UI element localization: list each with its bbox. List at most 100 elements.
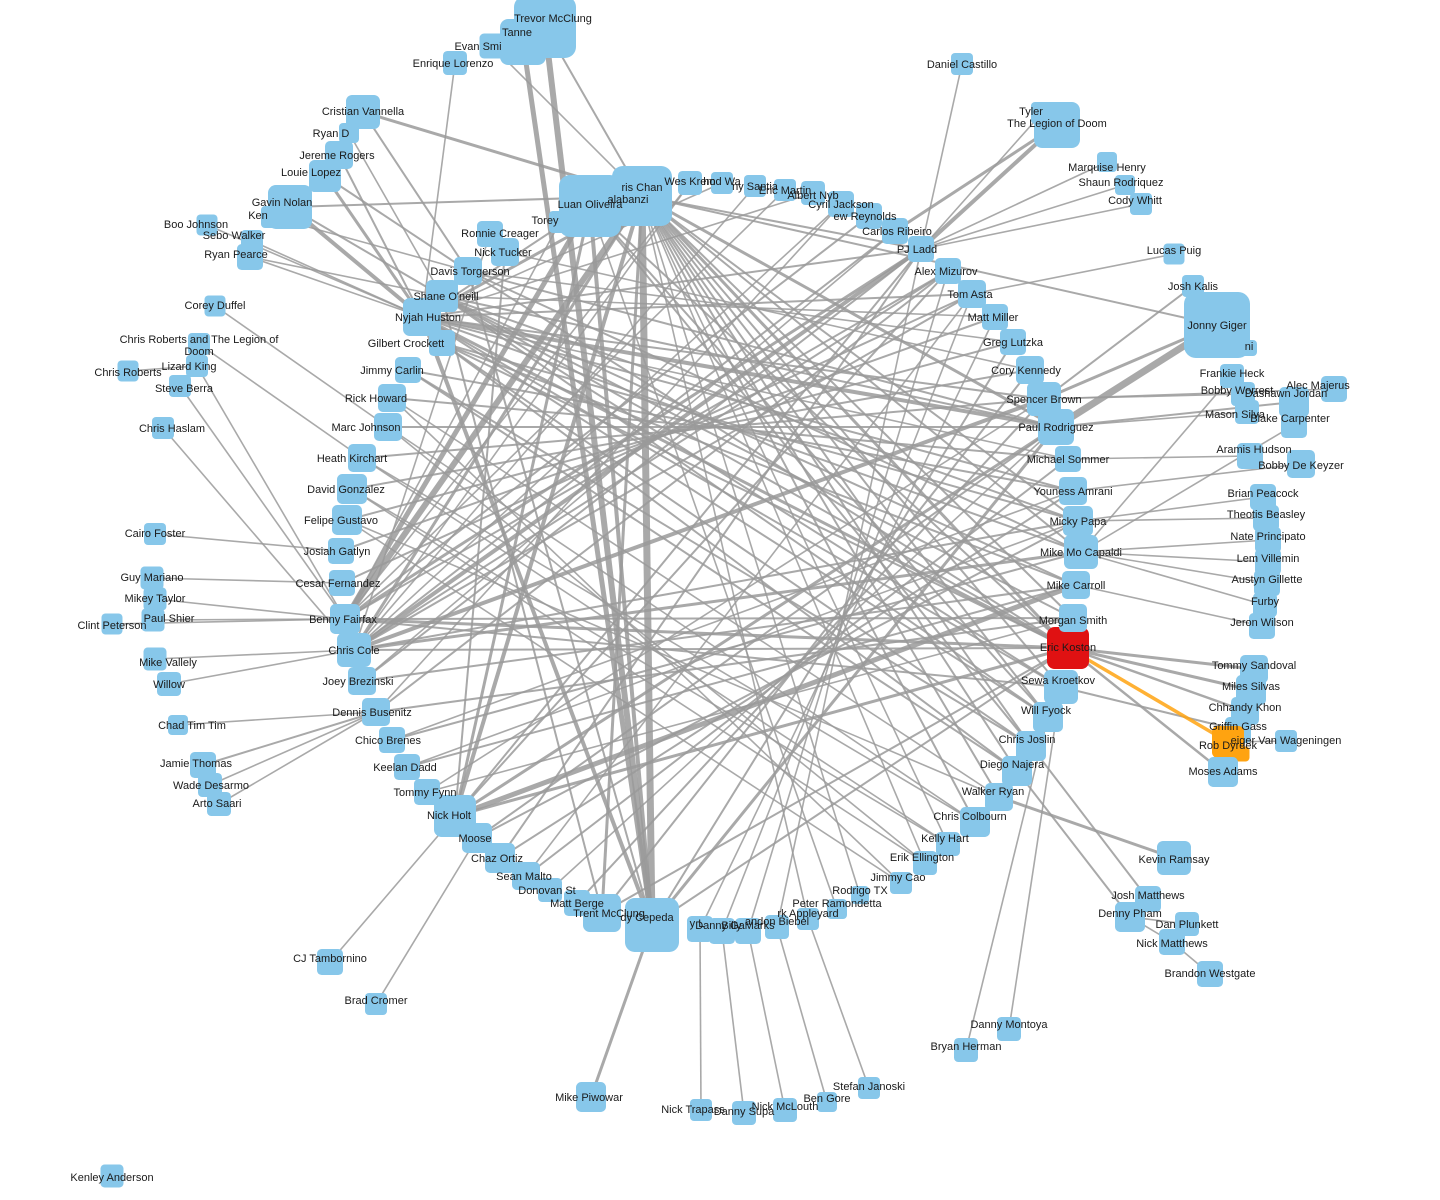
node-croberts[interactable] [117, 360, 139, 382]
node-spencer[interactable] [1027, 382, 1061, 416]
node-santia[interactable] [744, 175, 766, 197]
node-guym[interactable] [140, 566, 164, 590]
node-vallely[interactable] [143, 647, 167, 671]
node-aramis[interactable] [1237, 443, 1263, 469]
node-lucas[interactable] [1163, 243, 1185, 265]
node-dannyga[interactable] [709, 918, 735, 944]
node-colbourn[interactable] [960, 807, 990, 837]
node-pjladd[interactable] [908, 236, 934, 262]
node-ribeiro[interactable] [882, 218, 908, 244]
node-jamiet[interactable] [190, 752, 216, 778]
node-crlegion[interactable] [188, 333, 210, 355]
node-ostub[interactable] [1234, 746, 1250, 762]
node-chico[interactable] [379, 727, 405, 753]
node-keelan[interactable] [394, 754, 420, 780]
node-berra[interactable] [169, 375, 191, 397]
node-dashawn[interactable] [1279, 387, 1309, 417]
node-walker[interactable] [985, 783, 1013, 811]
node-billym[interactable] [735, 918, 761, 944]
node-shaunr[interactable] [1115, 175, 1135, 195]
node-wesk[interactable] [678, 171, 702, 195]
node-dmontoya[interactable] [997, 1017, 1021, 1041]
node-louie[interactable] [309, 160, 341, 192]
node-pearce[interactable] [237, 244, 263, 270]
node-kellyh[interactable] [936, 832, 960, 856]
node-willf[interactable] [1033, 702, 1063, 732]
node-nyjah[interactable] [403, 298, 441, 336]
node-erike[interactable] [913, 851, 937, 875]
node-dsupa[interactable] [732, 1101, 756, 1125]
node-marquise[interactable] [1097, 152, 1117, 172]
node-felipe[interactable] [332, 505, 362, 535]
node-legion[interactable] [1034, 102, 1080, 148]
node-gilbert[interactable] [429, 330, 455, 356]
node-greg[interactable] [1000, 329, 1026, 355]
node-giger[interactable] [1184, 292, 1250, 358]
node-kenley[interactable] [100, 1164, 124, 1188]
node-ni[interactable] [1241, 340, 1257, 356]
node-pshier[interactable] [141, 608, 165, 632]
node-chaz[interactable] [485, 843, 515, 873]
node-trapasso[interactable] [690, 1099, 712, 1121]
node-coryk[interactable] [1016, 356, 1044, 384]
node-diego[interactable] [1002, 756, 1032, 786]
node-bengore[interactable] [817, 1092, 837, 1112]
node-hub[interactable] [612, 166, 672, 226]
node-coreyd[interactable] [204, 295, 226, 317]
node-waded[interactable] [198, 773, 222, 797]
node-peterr[interactable] [827, 899, 847, 919]
node-natep[interactable] [1255, 527, 1281, 553]
node-seanm[interactable] [512, 862, 540, 890]
node-joeyb[interactable] [348, 667, 376, 695]
node-cairo[interactable] [144, 523, 166, 545]
node-lemv[interactable] [1255, 549, 1281, 575]
node-bwestgate[interactable] [1197, 961, 1223, 987]
node-blakec[interactable] [1281, 412, 1307, 438]
node-tfynn[interactable] [414, 779, 440, 805]
node-joshk[interactable] [1182, 275, 1204, 297]
node-furby[interactable] [1253, 593, 1277, 617]
node-benny[interactable] [330, 604, 360, 634]
node-ken[interactable] [261, 206, 283, 228]
node-mattm[interactable] [982, 304, 1008, 330]
node-yl[interactable] [687, 916, 713, 942]
node-alexm[interactable] [935, 258, 961, 284]
node-youness[interactable] [1059, 477, 1087, 505]
node-prod[interactable] [1038, 409, 1074, 445]
node-moose[interactable] [462, 823, 492, 853]
node-bdk[interactable] [1287, 450, 1315, 478]
node-masons[interactable] [1235, 400, 1259, 424]
node-bherman[interactable] [954, 1038, 978, 1062]
node-busenitz[interactable] [362, 698, 390, 726]
node-jimmycao[interactable] [890, 872, 912, 894]
node-austyn[interactable] [1254, 570, 1280, 596]
node-trent[interactable] [583, 894, 621, 932]
node-albertn[interactable] [801, 181, 825, 205]
node-rickh[interactable] [378, 384, 406, 412]
node-hodwa[interactable] [711, 172, 733, 194]
node-piwowar[interactable] [576, 1082, 606, 1112]
node-sewa[interactable] [1044, 670, 1078, 704]
node-donovan[interactable] [538, 878, 562, 902]
node-codyw[interactable] [1130, 193, 1152, 215]
node-clintp[interactable] [101, 613, 123, 635]
node-koston[interactable] [1047, 627, 1089, 669]
node-cyrilj[interactable] [828, 191, 854, 217]
node-reynolds[interactable] [856, 203, 882, 229]
node-mpapa[interactable] [1063, 506, 1093, 536]
node-bradc[interactable] [365, 993, 387, 1015]
node-lizard[interactable] [186, 355, 208, 377]
node-ryand[interactable] [339, 123, 359, 143]
node-vanw[interactable] [1275, 730, 1297, 752]
node-theotis[interactable] [1253, 505, 1279, 531]
node-alecm[interactable] [1321, 376, 1347, 402]
node-josiah[interactable] [328, 538, 354, 564]
node-ericm[interactable] [774, 179, 796, 201]
node-boo[interactable] [196, 214, 218, 236]
node-cjt[interactable] [317, 949, 343, 975]
node-willow[interactable] [157, 672, 181, 696]
node-tomasta[interactable] [958, 280, 986, 308]
node-jeronw[interactable] [1249, 613, 1275, 639]
node-davis[interactable] [454, 257, 482, 285]
node-heath[interactable] [348, 444, 376, 472]
